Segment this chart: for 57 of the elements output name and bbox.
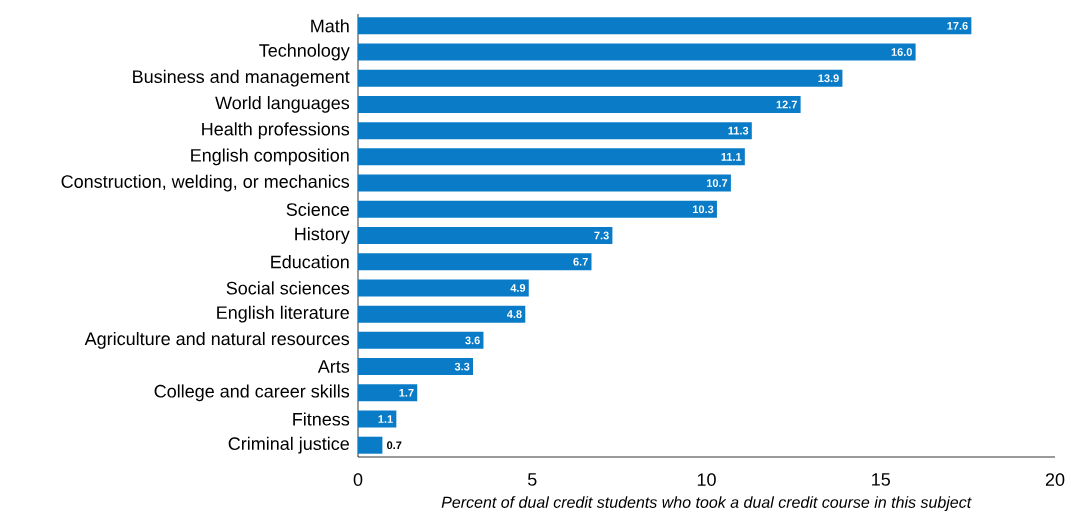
y-tick-label: World languages	[215, 96, 350, 113]
data-label: 6.7	[573, 257, 588, 266]
data-label: 3.3	[454, 362, 470, 371]
data-label: 1.1	[378, 415, 393, 423]
y-tick-label: Social sciences	[226, 281, 350, 295]
data-label: 12.7	[776, 100, 797, 109]
x-tick-label: 15	[872, 473, 890, 486]
bar	[358, 69, 843, 87]
data-label: 11.1	[721, 153, 742, 161]
bar	[358, 253, 592, 271]
data-label: 10.3	[693, 205, 714, 214]
bar	[358, 122, 752, 140]
data-label: 4.8	[506, 310, 522, 319]
data-label: 4.9	[510, 284, 526, 292]
bar	[358, 227, 613, 244]
y-tick-label: English composition	[191, 148, 349, 166]
y-tick-label: Technology	[259, 43, 350, 61]
y-tick-label: Science	[286, 202, 349, 216]
x-tick-label: 10	[697, 473, 716, 486]
y-tick-label: English literature	[217, 305, 349, 323]
data-label: 13.9	[818, 74, 839, 83]
y-tick-label: Construction, welding, or mechanics	[61, 174, 350, 192]
bar	[358, 305, 526, 323]
y-tick-label: Arts	[317, 360, 350, 373]
bar	[358, 279, 529, 297]
data-label: 7.3	[594, 231, 609, 240]
bar	[358, 43, 916, 61]
data-label: 3.6	[465, 336, 480, 345]
data-label: 16.0	[891, 48, 912, 56]
data-label: 17.6	[947, 21, 968, 30]
y-tick-label: Agriculture and natural resources	[84, 331, 350, 349]
y-tick-label: Business and management	[133, 69, 350, 87]
y-tick-label: Health professions	[202, 122, 350, 140]
data-label: 10.7	[706, 179, 728, 187]
bar	[358, 200, 717, 218]
bar	[358, 410, 397, 428]
data-label: 0.7	[387, 441, 402, 450]
x-tick-label: 0	[353, 473, 363, 486]
y-tick-label: History	[295, 227, 350, 244]
x-axis-title: Percent of dual credit students who took a dual credit course in this subject	[441, 496, 972, 512]
y-tick-label: Fitness	[293, 412, 350, 426]
bar	[358, 358, 473, 376]
y-tick-label: College and career skills	[154, 384, 350, 402]
bar	[358, 384, 418, 402]
data-label: 1.7	[399, 389, 414, 397]
x-tick-label: 5	[527, 473, 537, 486]
bar	[358, 95, 801, 113]
data-label: 11.3	[728, 126, 749, 135]
y-tick-label: Education	[271, 255, 349, 269]
bar	[358, 436, 383, 454]
bar	[358, 174, 731, 192]
bar	[358, 331, 484, 349]
bar	[358, 148, 745, 166]
x-tick-label: 20	[1045, 473, 1065, 486]
y-tick-label: Criminal justice	[228, 436, 349, 454]
y-tick-label: Math	[311, 19, 349, 33]
bar	[358, 17, 972, 35]
